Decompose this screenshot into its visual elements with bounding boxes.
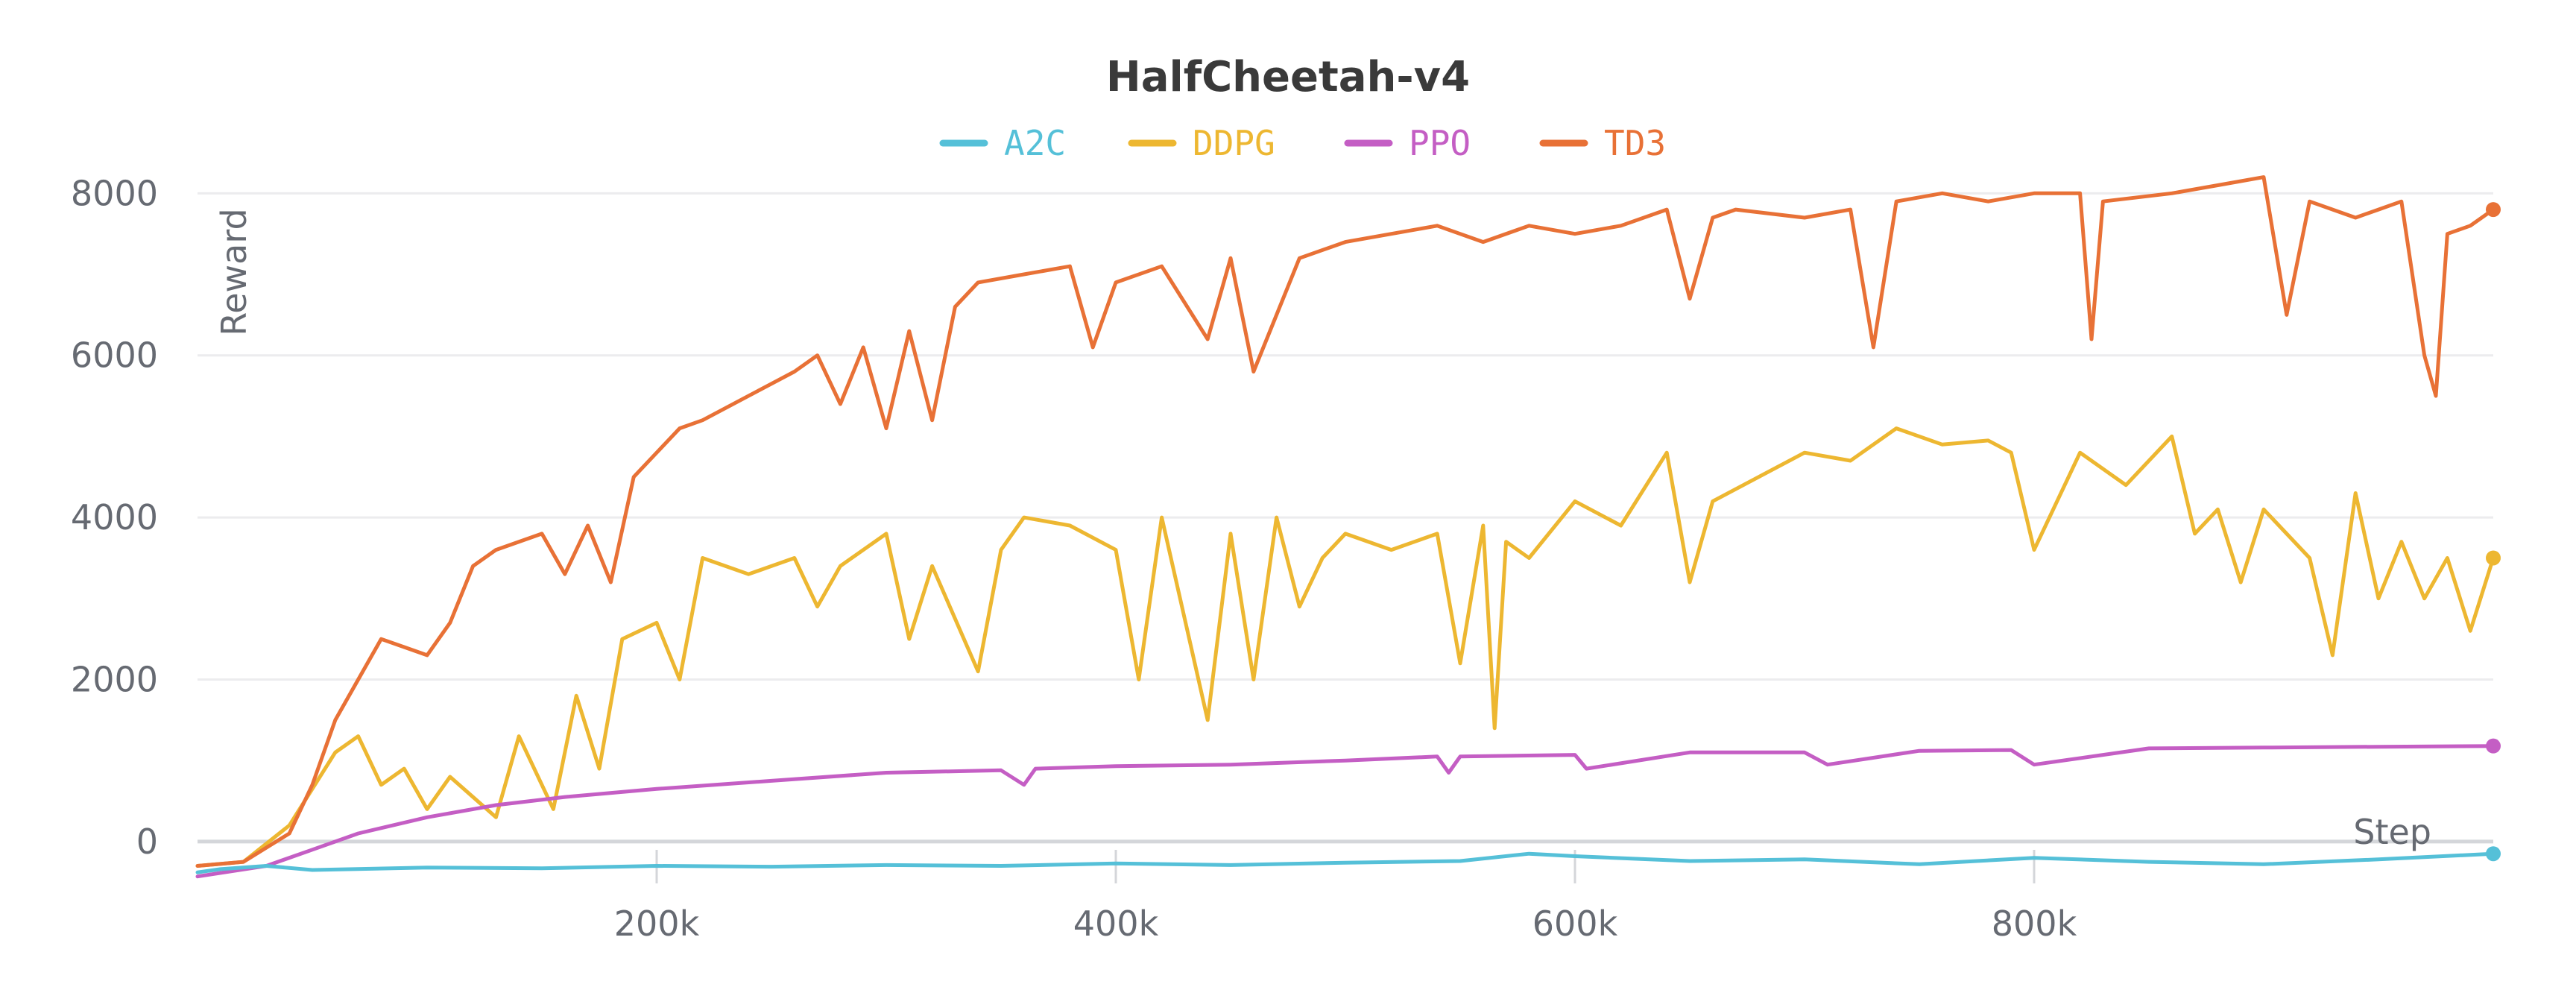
series-line-ddpg: [195, 426, 2496, 868]
axes: 0 2000 4000 6000 8000 200k 400k 600k 800k: [71, 173, 2077, 944]
chart-title: HalfCheetah-v4: [1106, 53, 1470, 101]
x-tick-label: 200k: [614, 904, 700, 944]
x-tick-label: 400k: [1073, 904, 1159, 944]
y-tick-label: 4000: [71, 497, 158, 537]
chart-legend: A2C DDPG PPO TD3: [939, 123, 1666, 163]
legend-label-ddpg: DDPG: [1193, 123, 1275, 163]
series-endpoints: [2486, 202, 2501, 862]
y-tick-label: 0: [136, 822, 158, 862]
grid-lines: [198, 192, 2493, 844]
series-line-td3: [195, 175, 2496, 868]
series-endpoint-a2c: [2486, 846, 2501, 862]
series-lines: [195, 175, 2496, 879]
x-tick-label: 800k: [1992, 904, 2077, 944]
y-axis-label: Reward: [214, 208, 254, 335]
series-line-a2c: [195, 851, 2496, 874]
y-tick-label: 2000: [71, 660, 158, 700]
legend-label-a2c: A2C: [1004, 123, 1066, 163]
x-tick-label: 600k: [1532, 904, 1618, 944]
y-tick-label: 6000: [71, 335, 158, 376]
legend-label-ppo: PPO: [1409, 123, 1471, 163]
legend-label-td3: TD3: [1604, 123, 1666, 163]
series-endpoint-td3: [2486, 202, 2501, 218]
series-line-ppo: [195, 744, 2496, 879]
y-tick-label: 8000: [71, 173, 158, 213]
series-endpoint-ppo: [2486, 738, 2501, 754]
series-endpoint-ddpg: [2486, 550, 2501, 566]
x-axis-label: Step: [2353, 812, 2431, 852]
